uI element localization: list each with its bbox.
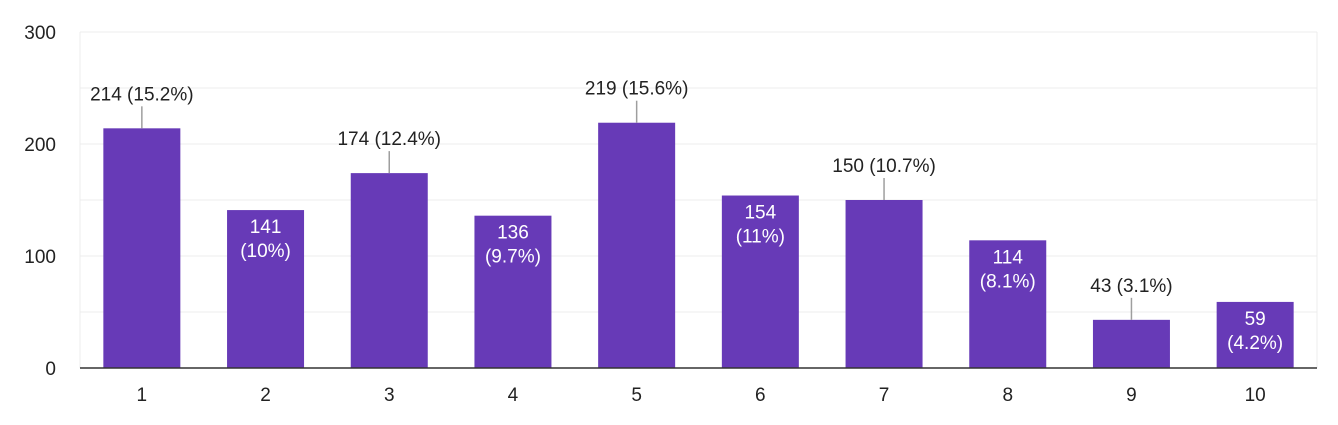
y-axis: 0 100 200 300	[24, 23, 56, 380]
data-label: 219 (15.6%)	[585, 79, 689, 100]
data-label: (11%)	[736, 227, 785, 248]
bar	[845, 200, 923, 368]
bar	[350, 173, 428, 368]
bar	[969, 240, 1047, 368]
y-tick-label: 0	[45, 359, 56, 380]
data-label: 214 (15.2%)	[90, 84, 194, 105]
x-tick-label: 9	[1126, 385, 1137, 406]
data-labels: 214 (15.2%) 141 (10%) 174 (12.4%) 136 (9.7%) 2…	[90, 79, 1283, 354]
bar	[103, 128, 181, 368]
bars	[103, 122, 1294, 368]
data-label: 114	[993, 247, 1024, 268]
bar	[1092, 319, 1170, 368]
x-tick-label: 3	[384, 385, 395, 406]
data-label: (8.1%)	[980, 271, 1036, 292]
data-label: 174 (12.4%)	[337, 129, 441, 150]
bar	[721, 195, 799, 368]
x-tick-label: 2	[260, 385, 271, 406]
x-tick-label: 8	[1002, 385, 1013, 406]
x-tick-label: 1	[137, 385, 148, 406]
data-label: 141	[250, 217, 282, 238]
bar	[227, 210, 305, 368]
x-tick-label: 7	[879, 385, 890, 406]
data-label: 136	[497, 223, 529, 244]
data-label: 154	[744, 203, 776, 224]
x-tick-label: 6	[755, 385, 766, 406]
y-tick-label: 200	[24, 135, 56, 156]
y-tick-label: 100	[24, 247, 56, 268]
data-label: 59	[1245, 309, 1266, 330]
x-axis: 1 2 3 4 5 6 7 8 9 10	[80, 367, 1317, 406]
bar	[474, 215, 552, 368]
data-label: (10%)	[240, 241, 291, 262]
data-label: 43 (3.1%)	[1090, 276, 1172, 297]
bar	[1216, 301, 1294, 368]
x-tick-label: 5	[631, 385, 642, 406]
data-label: (4.2%)	[1227, 333, 1283, 354]
x-tick-label: 10	[1245, 385, 1266, 406]
data-label: (9.7%)	[485, 247, 541, 268]
bar	[598, 122, 676, 368]
x-tick-label: 4	[508, 385, 519, 406]
data-label: 150 (10.7%)	[832, 156, 936, 177]
y-tick-label: 300	[24, 23, 56, 44]
